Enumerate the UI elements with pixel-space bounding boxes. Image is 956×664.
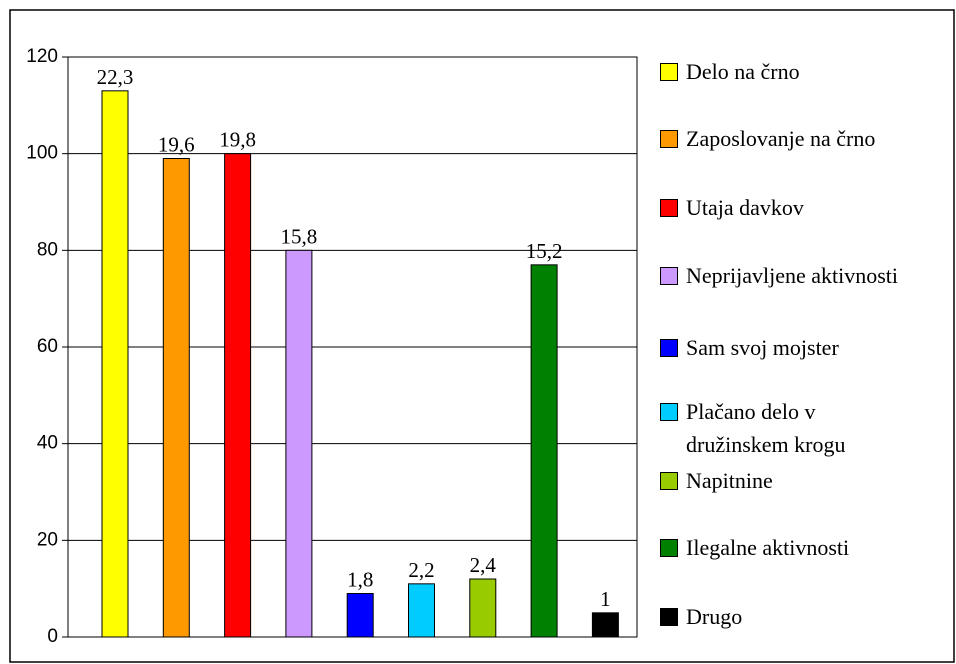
bar-annotation: 2,4 <box>470 553 497 577</box>
bar-annotation: 1 <box>600 587 611 611</box>
legend-swatch <box>660 403 678 421</box>
legend-item: Delo na črno <box>660 55 886 88</box>
y-tick-label: 20 <box>37 529 58 550</box>
y-tick-label: 100 <box>26 143 58 164</box>
legend-label: Plačano delo v družinskem krogu <box>686 399 846 457</box>
legend-label: Utaja davkov <box>686 195 804 220</box>
legend-swatch <box>660 63 678 81</box>
bar-annotation: 15,2 <box>526 239 563 263</box>
y-tick-label: 60 <box>37 336 58 357</box>
bar-annotation: 2,2 <box>408 558 434 582</box>
legend-label: Sam svoj mojster <box>686 335 839 360</box>
bar-annotation: 19,8 <box>219 128 256 152</box>
y-tick-label: 120 <box>26 46 58 67</box>
bar-annotation: 22,3 <box>97 65 134 89</box>
legend-label: Neprijavljene aktivnosti <box>686 263 898 288</box>
legend-item: Plačano delo v družinskem krogu <box>660 395 866 461</box>
bar-annotation: 19,6 <box>158 133 195 157</box>
y-tick-label: 80 <box>37 239 58 260</box>
bar-annotation: 15,8 <box>281 224 318 248</box>
bar <box>408 583 435 638</box>
legend-item: Sam svoj mojster <box>660 331 886 364</box>
bar <box>346 593 374 638</box>
bar <box>285 249 313 638</box>
bar <box>224 153 252 638</box>
legend-item: Utaja davkov <box>660 191 886 224</box>
y-tick-label: 40 <box>37 433 58 454</box>
legend-label: Napitnine <box>686 468 773 493</box>
legend-swatch <box>660 539 678 557</box>
legend-item: Napitnine <box>660 464 886 497</box>
legend-item: Zaposlovanje na črno <box>660 122 886 155</box>
legend-swatch <box>660 199 678 217</box>
bar <box>469 578 497 638</box>
legend-label: Ilegalne aktivnosti <box>686 535 850 560</box>
bar-annotation: 1,8 <box>347 568 373 592</box>
bar <box>530 264 558 638</box>
legend-item: Drugo <box>660 600 886 633</box>
legend-label: Drugo <box>686 604 743 629</box>
chart-frame <box>9 9 955 663</box>
legend-label: Zaposlovanje na črno <box>686 126 876 151</box>
legend-swatch <box>660 472 678 490</box>
legend-swatch <box>660 608 678 626</box>
legend-swatch <box>660 267 678 285</box>
legend-item: Ilegalne aktivnosti <box>660 531 886 564</box>
y-tick-label: 0 <box>47 626 58 647</box>
bar <box>591 612 619 638</box>
legend-swatch <box>660 339 678 357</box>
legend-label: Delo na črno <box>686 59 800 84</box>
bar <box>101 90 129 638</box>
legend-item: Neprijavljene aktivnosti <box>660 259 898 292</box>
legend-swatch <box>660 130 678 148</box>
bar <box>162 158 190 638</box>
